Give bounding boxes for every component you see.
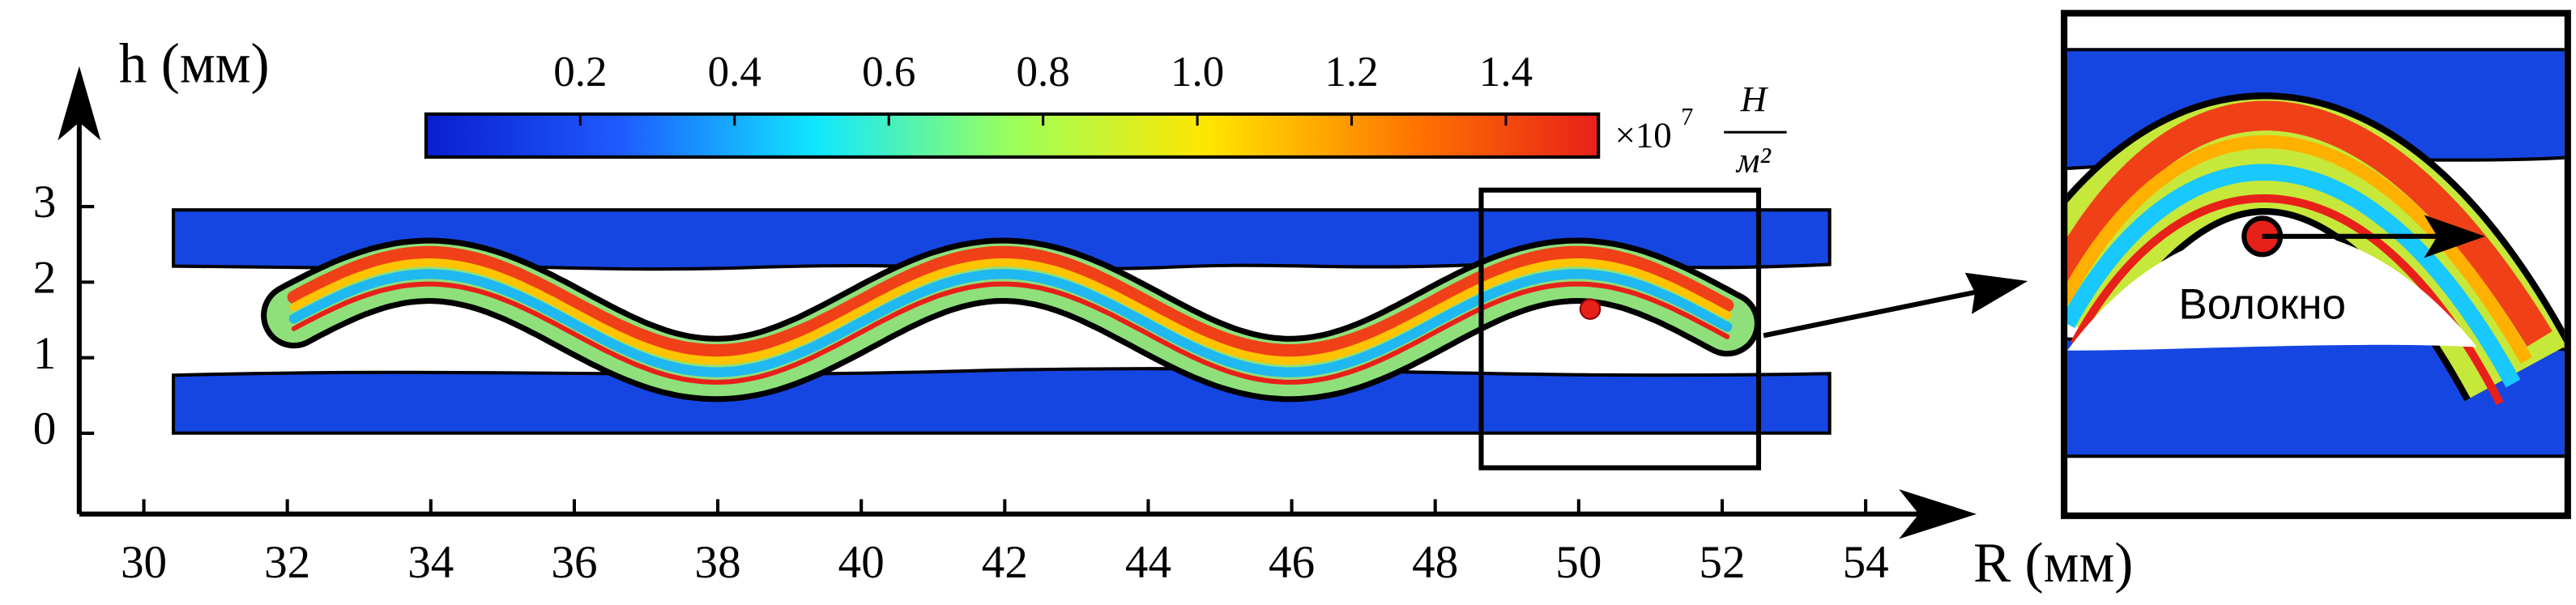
- colorbar-tick-label: 1.2: [1324, 49, 1378, 96]
- colorbar: [424, 112, 1601, 159]
- annotation: Волокно: [2178, 281, 2346, 329]
- inset: [2067, 16, 2565, 513]
- x-tick-label: 52: [1699, 537, 1745, 588]
- x-tick-label: 50: [1555, 537, 1601, 588]
- x-axis-label: R (мм): [1973, 532, 2133, 594]
- fiber-stress-mid: [289, 258, 1732, 365]
- x-tick-label: 36: [551, 537, 597, 588]
- colorbar-unit-numerator: Н: [1740, 79, 1769, 119]
- inset-fiber-stress-inner: [2070, 194, 2504, 406]
- fiber-stress-inner: [291, 281, 1730, 385]
- y-tick-label: 0: [33, 403, 57, 454]
- y-axis-label: h (мм): [119, 33, 270, 96]
- x-tick-label: 42: [982, 537, 1028, 588]
- inset-arrow-head: [2424, 215, 2485, 258]
- y-tick-label: 1: [33, 328, 57, 379]
- x-axis-arrow: [1899, 489, 1977, 539]
- inset-gap: [2067, 229, 2477, 351]
- y-axis-arrow: [58, 66, 101, 141]
- fiber-stress-high: [287, 245, 1734, 358]
- fiber-marker: [1579, 298, 1601, 320]
- fiber: [261, 237, 1760, 403]
- colorbar-tick-label: 1.0: [1171, 49, 1224, 96]
- colorbar-tick-label: 0.4: [708, 49, 761, 96]
- inset-fiber-stress-low: [2067, 164, 2521, 388]
- zoom-frame: [1478, 187, 1762, 471]
- y-tick-label: 3: [33, 177, 57, 228]
- x-tick-label: 48: [1412, 537, 1458, 588]
- x-tick-label: 30: [121, 537, 167, 588]
- colorbar-multiplier: ×10: [1615, 115, 1672, 156]
- x-tick-label: 54: [1843, 537, 1889, 588]
- x-tick-label: 44: [1125, 537, 1171, 588]
- x-tick-label: 40: [838, 537, 885, 588]
- zoom-arrow: [1763, 288, 1982, 339]
- y-tick-label: 2: [33, 252, 57, 303]
- x-tick-label: 34: [407, 537, 454, 588]
- fiber-stress-low: [288, 269, 1733, 377]
- zoom-arrow-head: [1964, 272, 2028, 314]
- inset-fiber-stress-mid: [2067, 134, 2532, 364]
- colorbar-tick-label: 0.2: [553, 49, 607, 96]
- inset-frame: [2061, 10, 2571, 519]
- x-tick-label: 38: [695, 537, 741, 588]
- x-tick-label: 46: [1269, 537, 1315, 588]
- colorbar-tick-label: 0.8: [1017, 49, 1070, 96]
- colorbar-tick-label: 0.6: [862, 49, 915, 96]
- colorbar-unit-denominator: м²: [1735, 139, 1772, 180]
- x-tick-label: 32: [264, 537, 310, 588]
- colorbar-exponent: 7: [1681, 103, 1693, 130]
- colorbar-tick-label: 1.4: [1479, 49, 1533, 96]
- lower-layer: [172, 367, 1832, 435]
